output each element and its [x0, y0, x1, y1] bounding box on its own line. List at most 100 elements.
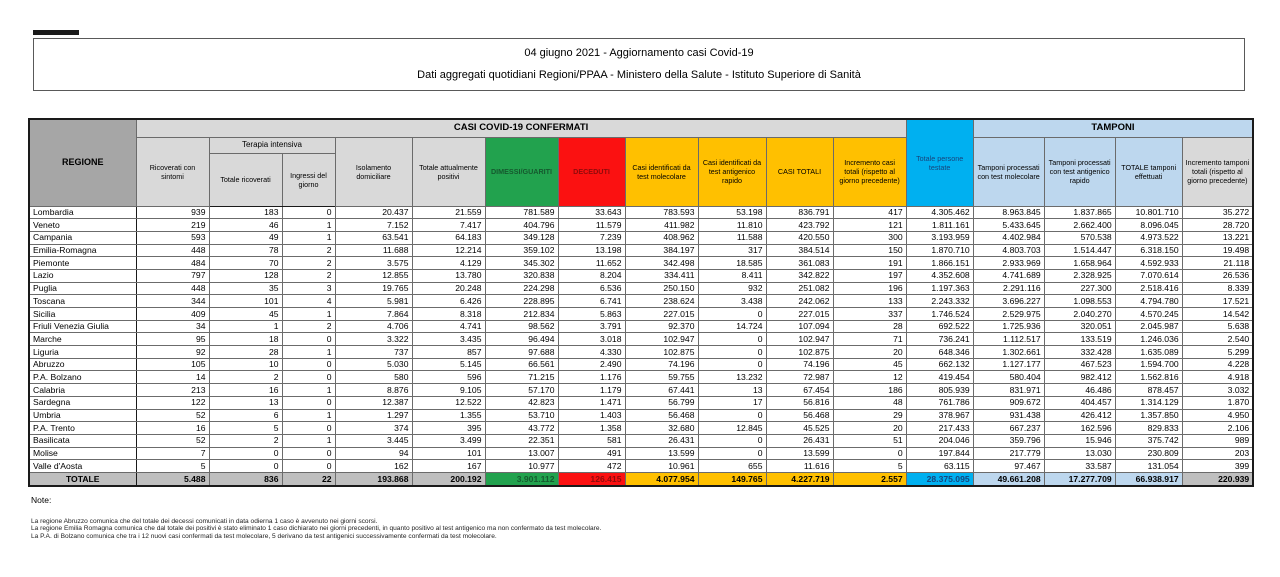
table-row: Calabria 213 16 1 8.876 9.105 57.170 1.179 67.44…: [28, 383, 1254, 397]
region-cell: P.A. Bolzano: [28, 370, 137, 385]
value-cell: 0: [208, 459, 283, 473]
value-cell: 52: [135, 408, 210, 423]
value-cell: 2: [208, 433, 283, 448]
value-cell: 0: [281, 446, 336, 461]
value-cell: 8.411: [697, 268, 767, 283]
value-cell: 227.015: [765, 307, 834, 321]
value-cell: 12.214: [411, 243, 486, 258]
value-cell: 1.866.151: [905, 256, 974, 270]
note-line: La P.A. di Bolzano comunica che tra i 12…: [31, 532, 497, 540]
header-casi-test-molecolare: Casi identificati da test molecolare: [624, 136, 699, 207]
value-cell: 133: [832, 294, 907, 308]
value-cell: 16: [208, 383, 283, 397]
value-cell: 0: [697, 433, 767, 448]
value-cell: 6.741: [557, 294, 626, 308]
value-cell: 21.559: [411, 205, 486, 220]
value-cell: 2.529.975: [972, 307, 1045, 321]
value-cell: 4.803.703: [972, 243, 1045, 258]
value-cell: 53.710: [484, 408, 559, 423]
header-group-terapia-intensiva: Terapia intensiva: [208, 136, 336, 154]
value-cell: 1.746.524: [905, 307, 974, 321]
region-cell: Calabria: [28, 383, 137, 397]
value-cell: 3.435: [411, 332, 486, 347]
header-group-casi-confermati: CASI COVID-19 CONFERMATI: [135, 118, 907, 138]
value-cell: 736.241: [905, 332, 974, 347]
value-cell: 4.794.780: [1114, 294, 1183, 308]
value-cell: 22: [281, 471, 336, 487]
value-cell: 4.570.245: [1114, 307, 1183, 321]
header-ingressi-del-giorno: Ingressi del giorno: [281, 152, 336, 207]
value-cell: 11.588: [697, 230, 767, 245]
value-cell: 404.457: [1043, 395, 1116, 410]
value-cell: 1.870.710: [905, 243, 974, 258]
value-cell: 982.412: [1043, 370, 1116, 385]
value-cell: 17: [697, 395, 767, 410]
value-cell: 5.145: [411, 357, 486, 372]
value-cell: 34: [135, 319, 210, 334]
page-title-line2: Dati aggregati quotidiani Regioni/PPAA -…: [417, 69, 861, 82]
value-cell: 5.030: [334, 357, 413, 372]
value-cell: 1: [281, 408, 336, 423]
value-cell: 53.198: [697, 205, 767, 220]
value-cell: 399: [1181, 459, 1254, 473]
value-cell: 70: [208, 256, 283, 270]
value-cell: 126.415: [557, 471, 626, 487]
region-cell: Lazio: [28, 268, 137, 283]
value-cell: 2.040.270: [1043, 307, 1116, 321]
value-cell: 35: [208, 281, 283, 296]
value-cell: 361.083: [765, 256, 834, 270]
value-cell: 48: [832, 395, 907, 410]
value-cell: 1.811.161: [905, 218, 974, 232]
region-cell: Sardegna: [28, 395, 137, 410]
value-cell: 46: [208, 218, 283, 232]
value-cell: 133.519: [1043, 332, 1116, 347]
value-cell: 95: [135, 332, 210, 347]
value-cell: 1.246.036: [1114, 332, 1183, 347]
value-cell: 320.051: [1043, 319, 1116, 334]
table-row: Puglia 448 35 3 19.765 20.248 224.298 6.536 250.…: [28, 281, 1254, 296]
value-cell: 122: [135, 395, 210, 410]
header-incremento-casi: Incremento casi totali (rispetto al gior…: [832, 136, 907, 207]
value-cell: 15.946: [1043, 433, 1116, 448]
value-cell: 186: [832, 383, 907, 397]
value-cell: 33.643: [557, 205, 626, 220]
value-cell: 228.895: [484, 294, 559, 308]
header-group-tamponi: TAMPONI: [972, 118, 1254, 138]
value-cell: 423.792: [765, 218, 834, 232]
value-cell: 219: [135, 218, 210, 232]
value-cell: 761.786: [905, 395, 974, 410]
value-cell: 4.918: [1181, 370, 1254, 385]
value-cell: 1.112.517: [972, 332, 1045, 347]
value-cell: 829.833: [1114, 421, 1183, 435]
region-cell: P.A. Trento: [28, 421, 137, 435]
value-cell: 19.498: [1181, 243, 1254, 258]
value-cell: 227.015: [624, 307, 699, 321]
value-cell: 7.239: [557, 230, 626, 245]
value-cell: 0: [697, 332, 767, 347]
value-cell: 448: [135, 281, 210, 296]
value-cell: 28.375.095: [905, 471, 974, 487]
value-cell: 56.799: [624, 395, 699, 410]
value-cell: 167: [411, 459, 486, 473]
value-cell: 342.822: [765, 268, 834, 283]
value-cell: 4.227.719: [765, 471, 834, 487]
value-cell: 49.661.208: [972, 471, 1045, 487]
value-cell: 4.077.954: [624, 471, 699, 487]
value-cell: 8.096.045: [1114, 218, 1183, 232]
value-cell: 94: [334, 446, 413, 461]
region-cell: Friuli Venezia Giulia: [28, 319, 137, 334]
value-cell: 10.961: [624, 459, 699, 473]
value-cell: 92: [135, 345, 210, 359]
value-cell: 20.248: [411, 281, 486, 296]
value-cell: 102.947: [765, 332, 834, 347]
value-cell: 13: [208, 395, 283, 410]
value-cell: 1.725.936: [972, 319, 1045, 334]
value-cell: 781.589: [484, 205, 559, 220]
value-cell: 121: [832, 218, 907, 232]
value-cell: 200.192: [411, 471, 486, 487]
region-cell: Piemonte: [28, 256, 137, 270]
value-cell: 42.823: [484, 395, 559, 410]
table-row: Sardegna 122 13 0 12.387 12.522 42.823 1.471 56.…: [28, 395, 1254, 410]
value-cell: 1.870: [1181, 395, 1254, 410]
value-cell: 1.179: [557, 383, 626, 397]
